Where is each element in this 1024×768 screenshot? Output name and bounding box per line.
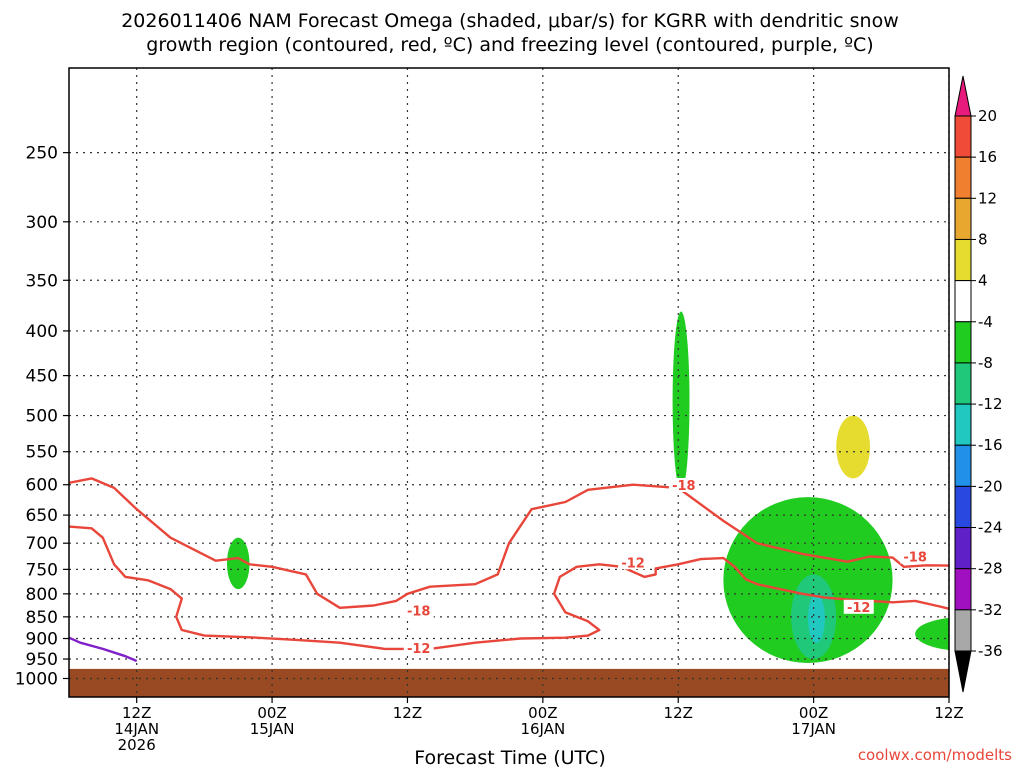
y-tick-label: 250 — [26, 144, 58, 164]
title-line-2: growth region (contoured, red, ºC) and f… — [146, 34, 873, 56]
colorbar-band — [954, 321, 972, 364]
colorbar-label: -28 — [978, 560, 1003, 578]
contour-label-bg — [403, 603, 434, 618]
colorbar-label: 12 — [978, 189, 997, 207]
x-tick-label: 12Z — [122, 704, 151, 722]
contour-label: -18 — [672, 479, 696, 494]
colorbar-label: 20 — [978, 107, 997, 125]
contour-label-bg — [618, 555, 649, 570]
y-tick-label: 900 — [26, 630, 58, 650]
omega-shade-6 — [836, 415, 871, 479]
contour-label: -12 — [847, 601, 871, 616]
y-tick-label: 750 — [26, 560, 58, 580]
plot-frame — [68, 67, 950, 698]
contour-line--12 — [69, 525, 949, 651]
colorbar-band — [954, 609, 972, 652]
y-tick-label: 950 — [26, 650, 58, 670]
contour-lines — [69, 477, 949, 663]
colorbar-band — [954, 238, 972, 282]
contour-line--18 — [69, 477, 949, 609]
colorbar-band — [954, 362, 972, 405]
colorbar-label: 8 — [978, 230, 988, 248]
y-tick-label: 400 — [26, 322, 58, 342]
chart-title: 2026011406 NAM Forecast Omega (shaded, μ… — [121, 10, 899, 56]
contour-label-bg — [668, 477, 699, 492]
colorbar-label: -20 — [978, 477, 1003, 495]
y-tick-label: 1000 — [15, 669, 58, 689]
colorbar: 20 16 12 8 4 -4 -8 -12 -16 -20 -24 -28 -32 -36 — [954, 75, 1003, 693]
title-line-1: 2026011406 NAM Forecast Omega (shaded, μ… — [121, 10, 899, 32]
contour-labels: -18 -12 -18 -18 -12 -12 — [403, 477, 931, 657]
x-tick-label: 12Z — [934, 704, 963, 722]
colorbar-band — [954, 527, 972, 570]
y-tick-label: 500 — [26, 407, 58, 427]
colorbar-bottom-arrow — [954, 650, 972, 693]
x-tick-label: 00Z — [257, 704, 286, 722]
contour-label-bg — [900, 549, 931, 564]
colorbar-label: -32 — [978, 601, 1003, 619]
colorbar-label: 4 — [978, 272, 988, 290]
colorbar-band — [954, 280, 972, 323]
y-tick-label: 450 — [26, 367, 58, 387]
y-tick-label: 350 — [26, 271, 58, 291]
colorbar-label: -12 — [978, 395, 1003, 413]
colorbar-band — [954, 115, 972, 158]
y-axis-ticks: 2503003504004505005506006507007508008509… — [15, 144, 69, 689]
contour-label: -18 — [903, 551, 927, 566]
contour-label-bg — [843, 599, 874, 614]
colorbar-top-arrow — [954, 75, 972, 117]
y-tick-label: 650 — [26, 506, 58, 526]
colorbar-label: -4 — [978, 313, 993, 331]
contour-label: -18 — [407, 604, 431, 619]
colorbar-band — [954, 485, 972, 529]
y-tick-label: 850 — [26, 608, 58, 628]
colorbar-band — [954, 156, 972, 199]
colorbar-band — [954, 444, 972, 487]
ground-surface — [69, 668, 949, 697]
omega-shade-3 — [915, 617, 949, 650]
x-tick-label: 00Z — [528, 704, 557, 722]
x-axis-label: Forecast Time (UTC) — [414, 747, 605, 768]
colorbar-label: -36 — [978, 642, 1003, 660]
colorbar-label: -24 — [978, 519, 1003, 537]
y-tick-label: 550 — [26, 443, 58, 463]
colorbar-label: -8 — [978, 354, 993, 372]
colorbar-band — [954, 197, 972, 240]
contour-label: -12 — [407, 642, 431, 657]
x-tick-label: 15JAN — [250, 720, 295, 738]
x-tick-label: 2026 — [118, 736, 156, 754]
x-tick-label: 16JAN — [520, 720, 565, 738]
omega-shading — [226, 311, 949, 664]
x-tick-label: 17JAN — [791, 720, 836, 738]
x-tick-label: 12Z — [664, 704, 693, 722]
x-tick-label: 00Z — [799, 704, 828, 722]
colorbar-band — [954, 568, 972, 611]
contour-label-bg — [403, 640, 434, 655]
colorbar-band — [954, 403, 972, 446]
omega-shade-0 — [226, 537, 250, 590]
contour-label: -12 — [621, 556, 645, 571]
y-tick-label: 600 — [26, 476, 58, 496]
x-tick-label: 12Z — [393, 704, 422, 722]
contour-line-0 — [69, 636, 138, 663]
colorbar-label: -16 — [978, 436, 1003, 454]
omega-shade-5 — [807, 593, 825, 643]
y-tick-label: 700 — [26, 534, 58, 554]
colorbar-label: 16 — [978, 148, 997, 166]
y-tick-label: 300 — [26, 213, 58, 233]
credit-text: coolwx.com/modelts — [858, 746, 1012, 764]
x-tick-label: 14JAN — [114, 720, 159, 738]
omega-shade-1 — [672, 311, 690, 491]
y-tick-label: 800 — [26, 585, 58, 605]
